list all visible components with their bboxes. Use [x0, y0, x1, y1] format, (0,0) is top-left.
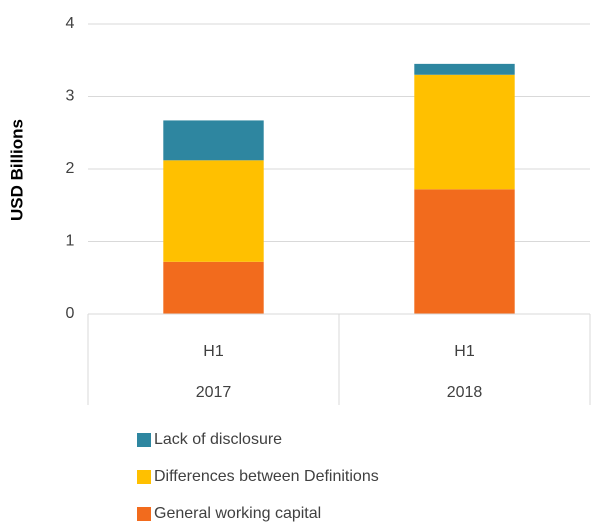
y-axis-label: USD Billions	[7, 119, 26, 221]
bar-segment	[163, 261, 264, 314]
x-group-label: 2018	[447, 384, 483, 401]
x-tick-label: H1	[454, 343, 475, 360]
bar-segment	[163, 120, 264, 161]
x-group-label: 2017	[196, 384, 232, 401]
y-tick-label: 0	[66, 305, 75, 322]
legend-label: General working capital	[154, 505, 321, 522]
legend-label: Lack of disclosure	[154, 431, 282, 448]
y-tick-label: 3	[66, 88, 75, 105]
y-tick-label: 2	[66, 160, 75, 177]
bar-segment	[414, 189, 515, 314]
y-tick-label: 4	[66, 15, 75, 32]
legend-label: Differences between Definitions	[154, 468, 379, 485]
bar-segment	[163, 160, 264, 262]
bar-segment	[414, 63, 515, 75]
legend-swatch	[137, 470, 151, 484]
bar-segment	[414, 74, 515, 190]
x-tick-label: H1	[203, 343, 224, 360]
legend-swatch	[137, 433, 151, 447]
legend-swatch	[137, 507, 151, 521]
y-tick-label: 1	[66, 233, 75, 250]
